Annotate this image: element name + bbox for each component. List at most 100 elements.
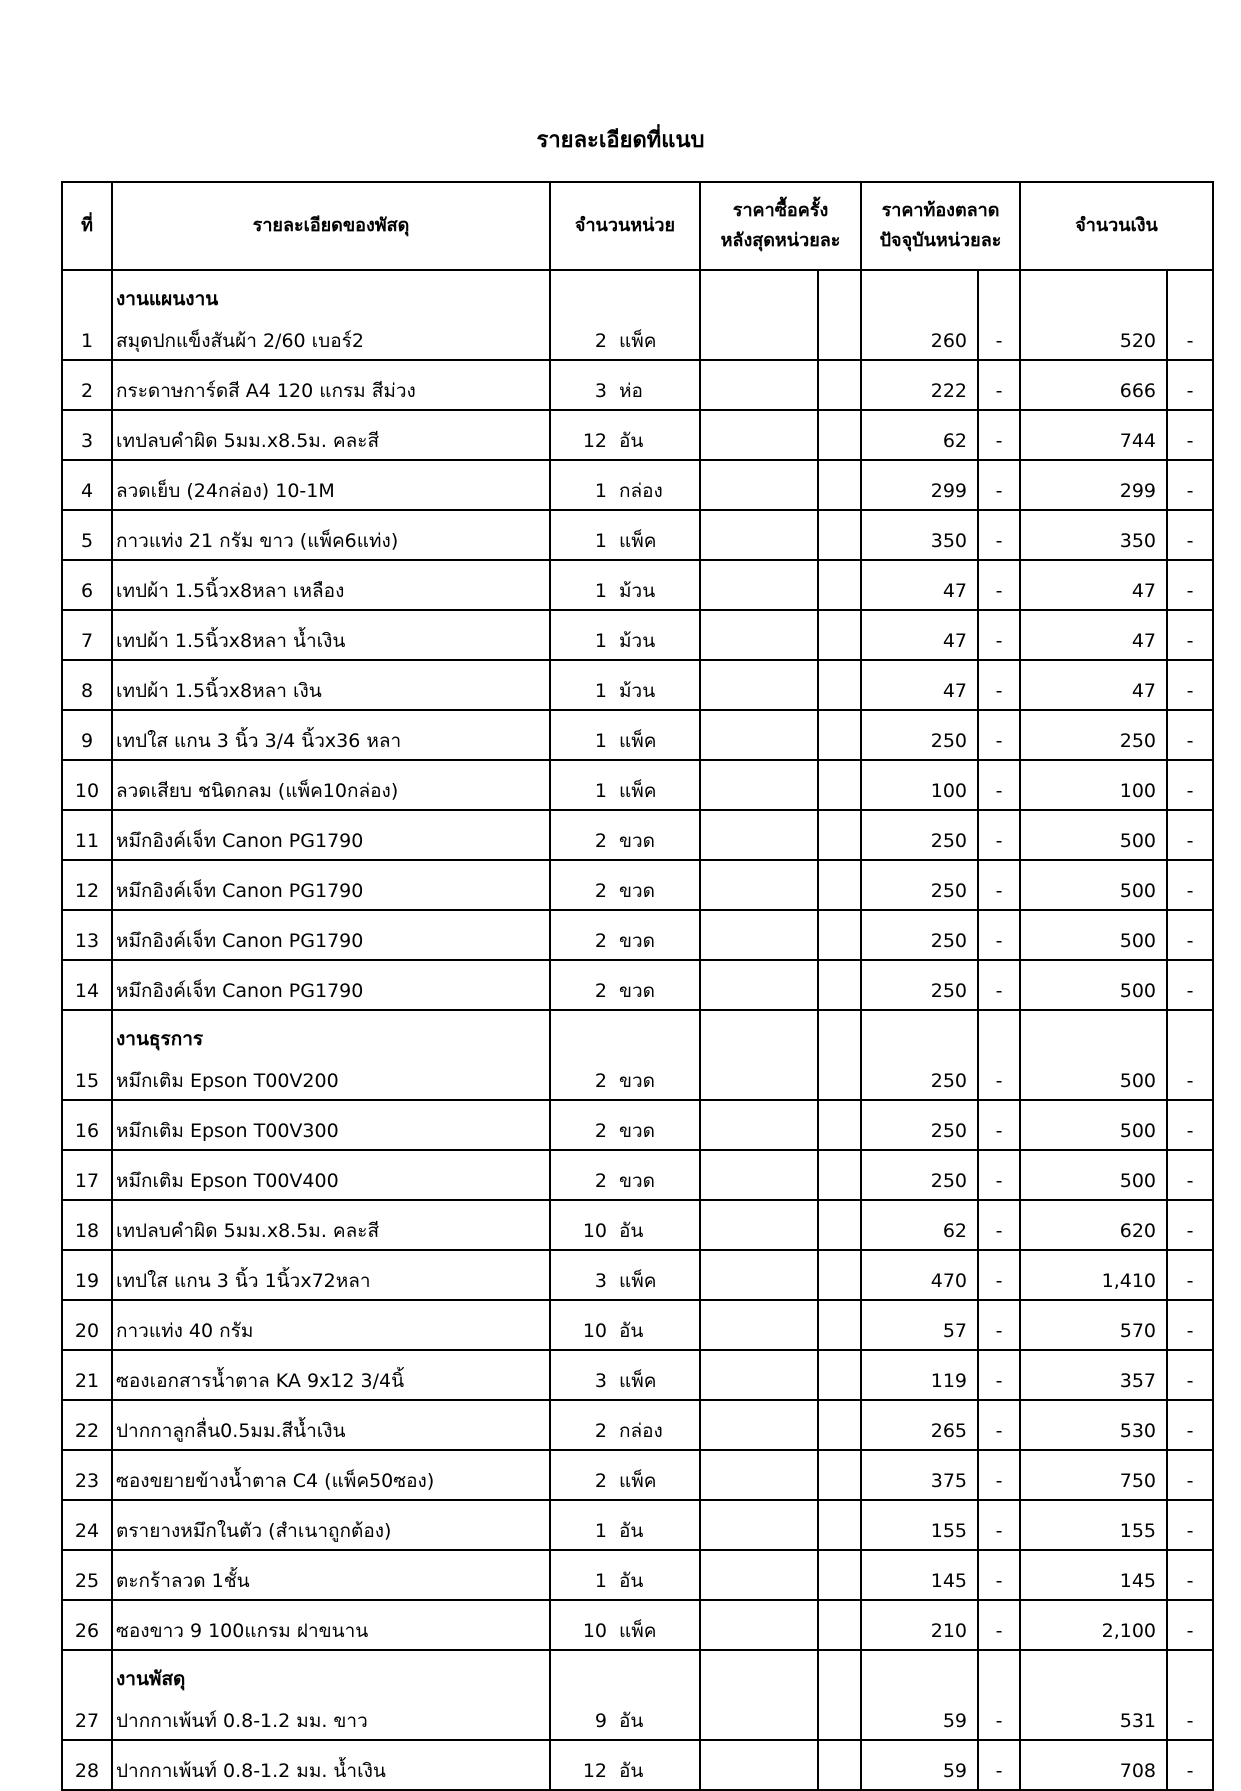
market-price-decimal: -	[977, 859, 1022, 911]
last-price	[699, 459, 819, 511]
item-number: 26	[61, 1599, 113, 1651]
item-description-text: ลวดเสียบ ชนิดกลม (แพ็ค10กล่อง)	[116, 780, 399, 802]
table-header-row: ที่ รายละเอียดของพัสดุ จำนวนหน่วย ราคาซื…	[61, 181, 1215, 271]
amount-decimal: -	[1166, 709, 1215, 761]
item-description-text: เทปลบคำผิด 5มม.x8.5ม. คละสี	[116, 430, 380, 452]
item-description: เทปลบคำผิด 5มม.x8.5ม. คละสี	[111, 409, 551, 461]
item-description-text: เทปผ้า 1.5นิ้วx8หลา น้ำเงิน	[116, 630, 346, 652]
amount: 500	[1019, 909, 1169, 961]
item-description-text: เทปผ้า 1.5นิ้วx8หลา เหลือง	[116, 580, 345, 602]
last-price-decimal	[816, 269, 863, 361]
table-row: 22 ปากกาลูกลื่น0.5มม.สีน้ำเงิน 2 กล่อง 265-5…	[61, 1399, 1215, 1451]
quantity-unit: อัน	[619, 1220, 644, 1242]
last-price	[699, 709, 819, 761]
last-price	[699, 1099, 819, 1151]
item-quantity: 2 ขวด	[549, 909, 701, 961]
item-number: 15	[61, 1009, 113, 1101]
last-price	[699, 359, 819, 411]
item-description-text: หมึกอิงค์เจ็ท Canon PG1790	[116, 830, 364, 852]
last-price	[699, 859, 819, 911]
item-description: หมึกอิงค์เจ็ท Canon PG1790	[111, 859, 551, 911]
table-row: 21 ซองเอกสารน้ำตาล KA 9x12 3/4นิ้ 3 แพ็ค 119…	[61, 1349, 1215, 1401]
market-price-decimal: -	[977, 1199, 1022, 1251]
amount-decimal: -	[1166, 1599, 1215, 1651]
market-price: 250	[860, 709, 980, 761]
item-description: เทปลบคำผิด 5มม.x8.5ม. คละสี	[111, 1199, 551, 1251]
header-last-price-line2: หลังสุดหน่วยละ	[720, 230, 841, 251]
quantity-unit: แพ็ค	[619, 530, 657, 552]
market-price: 250	[860, 1009, 980, 1101]
item-description-text: ซองขาว 9 100แกรม ฝาขนาน	[116, 1620, 369, 1642]
amount: 47	[1019, 609, 1169, 661]
item-description: ปากกาเพ้นท์ 0.8-1.2 มม. น้ำเงิน	[111, 1739, 551, 1791]
last-price-decimal	[816, 1199, 863, 1251]
item-description-text: หมึกเติม Epson T00V200	[116, 1070, 339, 1092]
item-description: งานพัสดุ ปากกาเพ้นท์ 0.8-1.2 มม. ขาว	[111, 1649, 551, 1741]
item-quantity: 2 ขวด	[549, 1149, 701, 1201]
amount: 100	[1019, 759, 1169, 811]
market-price: 119	[860, 1349, 980, 1401]
item-description-text: ซองขยายข้างน้ำตาล C4 (แพ็ค50ซอง)	[116, 1470, 435, 1492]
market-price: 250	[860, 909, 980, 961]
last-price-decimal	[816, 1149, 863, 1201]
quantity-unit: อัน	[619, 1710, 644, 1732]
quantity-value: 1	[594, 530, 607, 552]
item-number: 9	[61, 709, 113, 761]
last-price-decimal	[816, 859, 863, 911]
market-price-decimal: -	[977, 1249, 1022, 1301]
quantity-value: 10	[582, 1620, 607, 1642]
item-number: 10	[61, 759, 113, 811]
item-quantity: 3 แพ็ค	[549, 1349, 701, 1401]
item-description-text: หมึกอิงค์เจ็ท Canon PG1790	[116, 980, 364, 1002]
amount: 531	[1019, 1649, 1169, 1741]
quantity-value: 3	[594, 1270, 607, 1292]
last-price	[699, 1299, 819, 1351]
item-description-text: สมุดปกแข็งสันผ้า 2/60 เบอร์2	[116, 330, 364, 352]
table-row: 15 งานธุรการ หมึกเติม Epson T00V200 2 ขวด 250…	[61, 1009, 1215, 1101]
quantity-unit: แพ็ค	[619, 1270, 657, 1292]
amount: 500	[1019, 1099, 1169, 1151]
last-price-decimal	[816, 1549, 863, 1601]
item-description-text: หมึกเติม Epson T00V400	[116, 1170, 339, 1192]
quantity-unit: ขวด	[619, 930, 655, 952]
item-description: เทปใส แกน 3 นิ้ว 1นิ้วx72หลา	[111, 1249, 551, 1301]
item-number: 1	[61, 269, 113, 361]
item-quantity: 9 อัน	[549, 1649, 701, 1741]
item-number: 8	[61, 659, 113, 711]
table-row: 2 กระดาษการ์ดสี A4 120 แกรม สีม่วง 3 ห่อ 222…	[61, 359, 1215, 411]
market-price: 47	[860, 659, 980, 711]
market-price-decimal: -	[977, 1649, 1022, 1741]
amount: 750	[1019, 1449, 1169, 1501]
item-description-text: ปากกาเพ้นท์ 0.8-1.2 มม. ขาว	[116, 1710, 368, 1732]
item-description-text: หมึกเติม Epson T00V300	[116, 1120, 339, 1142]
item-quantity: 1 ม้วน	[549, 559, 701, 611]
quantity-unit: อัน	[619, 430, 644, 452]
market-price-decimal: -	[977, 959, 1022, 1011]
item-description: ตรายางหมึกในตัว (สำเนาถูกต้อง)	[111, 1499, 551, 1551]
section-heading: งานธุรการ	[116, 1028, 204, 1050]
amount: 250	[1019, 709, 1169, 761]
item-description-text: ซองเอกสารน้ำตาล KA 9x12 3/4นิ้	[116, 1370, 405, 1392]
last-price	[699, 909, 819, 961]
item-quantity: 2 ขวด	[549, 959, 701, 1011]
amount-decimal: -	[1166, 859, 1215, 911]
item-description: เทปใส แกน 3 นิ้ว 3/4 นิ้วx36 หลา	[111, 709, 551, 761]
amount-decimal: -	[1166, 459, 1215, 511]
amount-decimal: -	[1166, 1099, 1215, 1151]
amount: 570	[1019, 1299, 1169, 1351]
quantity-value: 3	[594, 1370, 607, 1392]
amount-decimal: -	[1166, 609, 1215, 661]
last-price	[699, 809, 819, 861]
amount-decimal: -	[1166, 1009, 1215, 1101]
quantity-unit: ขวด	[619, 830, 655, 852]
quantity-value: 2	[594, 1070, 607, 1092]
last-price-decimal	[816, 1599, 863, 1651]
table-row: 23 ซองขยายข้างน้ำตาล C4 (แพ็ค50ซอง) 2 แพ็ค 3…	[61, 1449, 1215, 1501]
quantity-value: 2	[594, 880, 607, 902]
item-quantity: 1 อัน	[549, 1499, 701, 1551]
last-price	[699, 1249, 819, 1301]
item-quantity: 2 แพ็ค	[549, 1449, 701, 1501]
item-description: หมึกเติม Epson T00V400	[111, 1149, 551, 1201]
amount-decimal: -	[1166, 1199, 1215, 1251]
item-number: 12	[61, 859, 113, 911]
